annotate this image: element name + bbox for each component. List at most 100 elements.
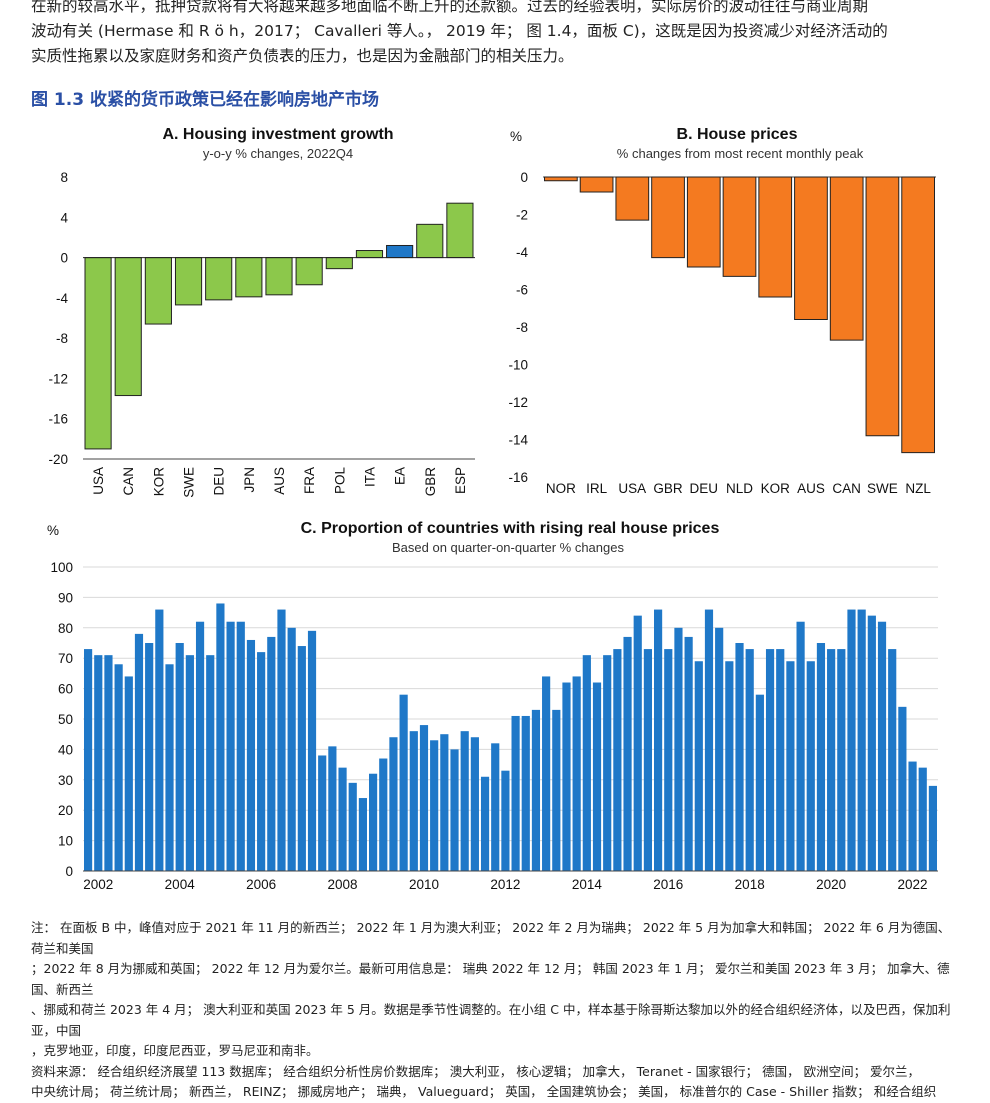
chart-a-bar xyxy=(295,257,323,286)
chart-c-bar xyxy=(84,649,93,871)
chart-b-category-label: CAN xyxy=(832,481,861,496)
chart-c-ytick: 20 xyxy=(58,803,73,818)
chart-c-xtick: 2020 xyxy=(816,877,846,892)
chart-c-bar xyxy=(450,749,459,871)
chart-c-bar xyxy=(582,655,591,871)
chart-a-ytick: -4 xyxy=(56,291,68,306)
chart-c-bar xyxy=(399,694,408,871)
chart-b-category-label: NZL xyxy=(905,481,931,496)
chart-c-bar xyxy=(898,706,907,871)
chart-b-category-label: NLD xyxy=(726,481,753,496)
chart-c-bar xyxy=(419,725,429,871)
chart-a-category-label: SWE xyxy=(182,467,197,498)
chart-b-bar xyxy=(865,176,900,437)
chart-c-bar xyxy=(542,676,551,871)
chart-a-ytick: -12 xyxy=(48,371,68,386)
chart-a-category-label: ESP xyxy=(453,467,468,494)
chart-c-bar xyxy=(552,709,561,871)
chart-c-ytick: 50 xyxy=(58,712,73,727)
chart-b-unit: % xyxy=(510,129,522,144)
chart-b-ytick: 0 xyxy=(520,170,528,185)
chart-c-bar xyxy=(287,627,296,871)
chart-c-bar xyxy=(704,609,714,871)
chart-b-ytick: -16 xyxy=(508,470,528,485)
chart-b-subtitle: % changes from most recent monthly peak xyxy=(617,146,864,161)
chart-a-ytick: -8 xyxy=(56,331,68,346)
chart-c-bar xyxy=(185,655,194,871)
chart-c-bar xyxy=(155,609,164,871)
chart-b-ytick: -8 xyxy=(516,320,528,335)
chart-c-ytick: 80 xyxy=(58,621,73,636)
chart-c-xtick: 2006 xyxy=(246,877,276,892)
chart-c-bar xyxy=(755,694,764,871)
chart-c-bar xyxy=(236,621,245,871)
chart-b-category-label: NOR xyxy=(546,481,576,496)
chart-a-bar xyxy=(235,257,263,298)
chart-c-ytick: 100 xyxy=(50,560,73,575)
chart-c-bar xyxy=(409,731,418,871)
chart-c-bar xyxy=(175,643,184,871)
chart-c-bar xyxy=(745,649,754,871)
chart-c-bar xyxy=(613,649,622,871)
chart-c-bar xyxy=(114,664,123,871)
chart-b-category-label: SWE xyxy=(867,481,898,496)
chart-c-subtitle: Based on quarter-on-quarter % changes xyxy=(392,540,624,555)
chart-a-category-label: POL xyxy=(332,467,347,495)
chart-c-bar xyxy=(470,737,479,871)
notes-line: 注： 在面板 B 中，峰值对应于 2021 年 11 月的新西兰； 2022 年… xyxy=(31,920,951,956)
chart-c-bar xyxy=(765,649,775,871)
chart-c-title: C. Proportion of countries with rising r… xyxy=(301,520,720,537)
chart-c-bar xyxy=(908,761,917,871)
chart-a-bar xyxy=(446,202,474,259)
chart-b-bar xyxy=(544,176,578,182)
chart-c-bar xyxy=(257,652,266,871)
chart-c-ytick: 0 xyxy=(65,864,73,879)
chart-c-bar xyxy=(725,661,734,871)
chart-a-bar xyxy=(325,257,353,270)
chart-c-bar xyxy=(369,773,378,871)
chart-c-bar xyxy=(195,621,205,871)
intro-paragraph: 在新的较高水平，抵押贷款将有大将越来越多地面临不断上升的还款额。过去的经验表明，… xyxy=(31,0,961,69)
chart-c-bar xyxy=(816,643,826,871)
chart-a-category-label: JPN xyxy=(242,467,257,493)
chart-c-bar xyxy=(358,798,367,871)
chart-c-bar xyxy=(928,785,937,871)
chart-c-bar xyxy=(216,603,225,871)
chart-a-bar xyxy=(84,257,112,450)
chart-c-xtick: 2002 xyxy=(83,877,113,892)
chart-b-bar xyxy=(686,176,721,268)
chart-c-bar xyxy=(592,682,602,871)
chart-c-bar xyxy=(572,676,581,871)
chart-c-bar xyxy=(501,770,510,871)
chart-c-bar xyxy=(379,758,388,871)
notes-section: 注： 在面板 B 中，峰值对应于 2021 年 11 月的新西兰； 2022 年… xyxy=(31,918,961,1103)
chart-b-bar xyxy=(722,176,757,277)
chart-c-bar xyxy=(430,740,439,871)
chart-c-bar xyxy=(328,746,337,871)
chart-c-bar xyxy=(877,621,887,871)
chart-c-bar xyxy=(389,737,398,871)
chart-c-xtick: 2016 xyxy=(653,877,683,892)
chart-c-bar xyxy=(521,715,530,871)
chart-a-category-label: DEU xyxy=(212,467,227,496)
chart-c-ytick: 40 xyxy=(58,742,73,757)
chart-c-ytick: 10 xyxy=(58,834,73,849)
chart-a-bar xyxy=(174,257,203,306)
chart-b-category-label: KOR xyxy=(761,481,791,496)
chart-c-xtick: 2012 xyxy=(490,877,520,892)
chart-b-category-label: GBR xyxy=(653,481,683,496)
figure-title: 图 1.3 收紧的货币政策已经在影响房地产市场 xyxy=(31,90,379,110)
intro-line: 实质性拖累以及家庭财务和资产负债表的压力，也是因为金融部门的相关压力。 xyxy=(31,47,574,65)
notes-line: ，克罗地亚，印度，印度尼西亚，罗马尼亚和南非。 xyxy=(31,1043,319,1058)
chart-a-ytick: -20 xyxy=(48,452,68,467)
chart-c-bar xyxy=(318,755,327,871)
chart-c-ytick: 30 xyxy=(58,773,73,788)
chart-b-ytick: -12 xyxy=(508,395,528,410)
chart-c-bar xyxy=(307,630,317,871)
chart-b-category-label: AUS xyxy=(797,481,825,496)
intro-line: 波动有关 (Hermase 和 R ö h，2017； Cavalleri 等人… xyxy=(31,22,888,40)
notes-line: ；2022 年 8 月为挪威和英国； 2022 年 12 月为爱尔兰。最新可用信… xyxy=(31,961,950,997)
chart-c-xtick: 2010 xyxy=(409,877,439,892)
chart-b-bar xyxy=(829,176,864,341)
chart-c-bar xyxy=(674,627,683,871)
